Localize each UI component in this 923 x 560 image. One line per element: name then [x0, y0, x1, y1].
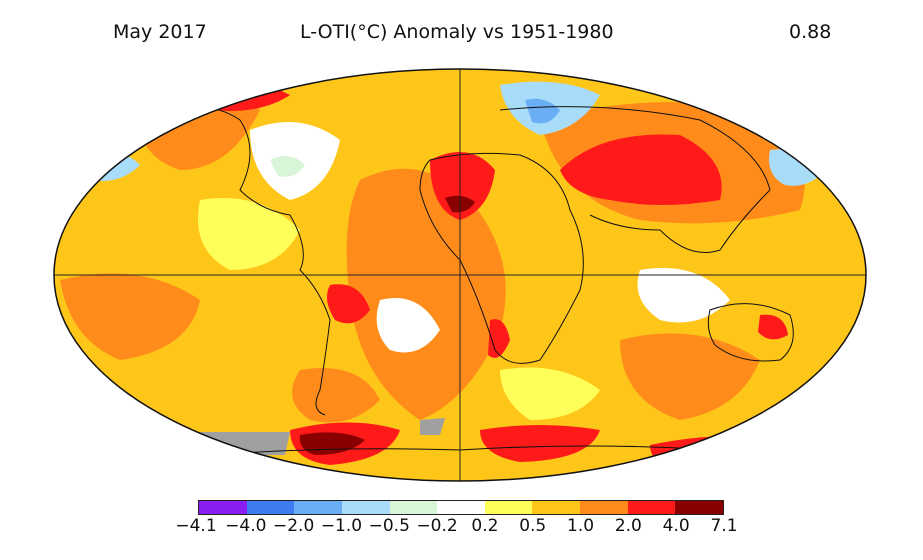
- colorbar-tick-label: −2.0: [272, 516, 315, 536]
- map-border: [53, 68, 867, 482]
- colorbar-segment: [532, 501, 581, 514]
- colorbar-segment: [199, 501, 247, 514]
- no-data-region: [420, 418, 445, 435]
- coastline: [707, 303, 794, 362]
- colorbar-tick-label: 2.0: [614, 516, 642, 536]
- anomaly-region: [650, 436, 790, 475]
- anomaly-region: [292, 368, 380, 423]
- colorbar-tick-label: −4.0: [225, 516, 267, 536]
- anomaly-region: [60, 273, 200, 360]
- colorbar-tick-label: 0.5: [519, 516, 547, 536]
- colorbar-tick-label: −1.0: [320, 516, 363, 536]
- coastline: [499, 106, 771, 253]
- colorbar-labels: −4.1 −4.0 −2.0 −1.0 −0.5 −0.2 0.2 0.5 1.0 2.0 4.0 7…: [0, 516, 923, 538]
- anomaly-region: [150, 445, 260, 480]
- colorbar-tick-label: −0.2: [416, 516, 458, 536]
- colorbar-tick-label: −4.1: [175, 516, 217, 536]
- anomaly-region: [525, 98, 560, 124]
- anomaly-region: [758, 314, 788, 340]
- anomaly-region: [480, 425, 600, 462]
- colorbar-tick-label: 1.0: [567, 516, 595, 536]
- colorbar: [198, 500, 724, 515]
- colorbar-tick-label: −0.5: [368, 516, 410, 536]
- colorbar-segment: [627, 501, 676, 514]
- colorbar-tick-label: 0.2: [471, 516, 499, 536]
- colorbar-segment: [341, 501, 390, 514]
- anomaly-region: [346, 168, 506, 420]
- colorbar-tick-label: 4.0: [662, 516, 690, 536]
- anomaly-region: [270, 156, 305, 177]
- anomaly-region: [720, 448, 860, 480]
- map-title: L-OTI(°C) Anomaly vs 1951-1980: [300, 21, 614, 43]
- anomaly-region: [560, 134, 722, 205]
- anomaly-region: [620, 333, 760, 420]
- colorbar-segment: [675, 501, 724, 514]
- global-mean-anomaly: 0.88: [789, 21, 832, 43]
- anomaly-region: [637, 268, 730, 323]
- anomaly-region: [326, 284, 370, 324]
- colorbar-segment: [294, 501, 342, 514]
- colorbar-segment: [246, 501, 295, 514]
- coastline: [419, 152, 584, 364]
- anomaly-region: [376, 298, 440, 353]
- colorbar-segment: [389, 501, 438, 514]
- anomaly-region: [488, 319, 510, 358]
- coastline: [169, 106, 331, 416]
- anomaly-region: [198, 198, 300, 270]
- anomaly-region: [430, 152, 495, 220]
- anomaly-region: [500, 367, 600, 420]
- colorbar-segment: [437, 501, 485, 514]
- anomaly-map: [53, 68, 867, 482]
- colorbar-tick-label: 7.1: [710, 516, 738, 536]
- colorbar-segment: [580, 501, 628, 514]
- colorbar-segment: [484, 501, 533, 514]
- map-date: May 2017: [113, 21, 207, 43]
